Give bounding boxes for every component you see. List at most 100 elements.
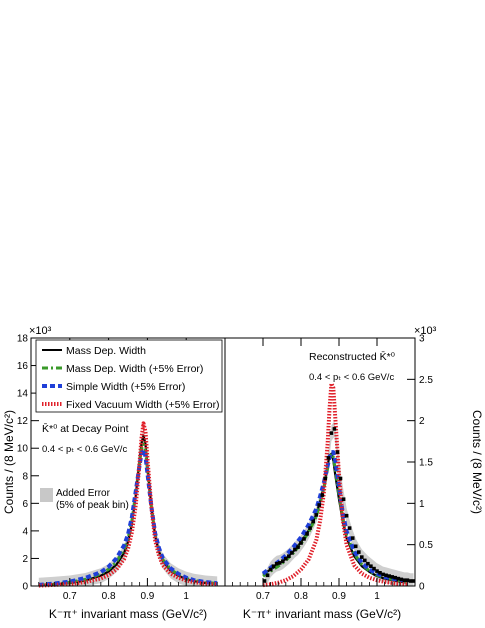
right-pt-range: 0.4 < pₜ < 0.6 GeV/c [309,372,394,383]
data-point [375,569,379,573]
right-x-tick-label: 0.7 [256,591,270,602]
data-point [323,476,328,481]
data-point [299,541,303,545]
data-point [384,573,388,578]
left-curve-fixed-vacuum [38,421,218,588]
data-point [353,544,358,549]
data-point [287,554,291,558]
left-x-tick-label: 0.7 [63,591,77,602]
data-point [338,476,343,481]
left-y-tick-label: 10 [17,444,29,455]
data-point [296,545,300,549]
right-curves [261,381,408,588]
data-point [399,577,404,582]
right-x-tick-label: 0.9 [332,591,346,602]
data-point [363,558,367,563]
error-box-label-2: (5% of peak bin) [56,500,129,511]
data-point [271,564,276,568]
data-point [357,550,361,554]
data-point [281,559,285,563]
data-point [350,536,355,540]
left-y-tick-label: 4 [22,526,28,537]
data-point [360,555,364,559]
data-point [317,503,321,507]
left-curve-simple-width [38,447,218,587]
left-x-tick-label: 1 [183,591,189,602]
right-y-tick-label: 2.5 [419,375,433,386]
data-point [268,567,273,572]
data-point [277,561,282,565]
data-point [366,561,370,566]
data-point [387,574,391,578]
left-curve-mass-dep-err [38,442,218,587]
data-point [284,556,288,561]
left-y-tick-label: 12 [17,416,29,427]
left-pt-range: 0.4 < pₜ < 0.6 GeV/c [42,444,127,455]
left-y-tick-label: 18 [17,334,29,345]
right-data-points [262,427,416,583]
data-point [378,571,382,575]
left-y-multiplier: ×10³ [29,325,52,337]
left-y-tick-label: 6 [22,499,28,510]
data-point [332,427,337,431]
left-y-tick-label: 8 [22,471,28,482]
data-point [262,579,267,583]
error-box-label-1: Added Error [56,488,111,499]
right-x-axis-label: K⁻π⁺ invariant mass (GeV/c²) [243,607,401,621]
data-point [381,572,385,577]
right-curve-simple-width [261,450,408,583]
right-particle-label: Reconstructed K̄*⁰ [309,350,396,363]
data-point [335,450,340,454]
left-x-axis-label: K⁻π⁺ invariant mass (GeV/c²) [49,607,207,621]
data-point [290,551,294,555]
right-y-axis-label: Counts / (8 MeV/c²) [470,410,484,514]
legend-label-mass-dep-err: Mass Dep. Width (+5% Error) [66,363,203,375]
right-y-tick-label: 2 [419,416,425,427]
right-panel: 0.7 0.8 0.9 1 0 0.5 1 1.5 2 2.5 3 ×10³ Reconstruct… [224,325,484,621]
data-point [305,532,309,536]
data-point [369,564,373,568]
legend-label-simple-width: Simple Width (+5% Error) [66,381,185,393]
right-y-tick-label: 0.5 [419,540,433,551]
left-particle-label: K̄*⁰ at Decay Point [42,422,129,435]
right-y-tick-label: 1.5 [419,458,433,469]
data-point [411,579,416,583]
right-y-tick-label: 1 [419,499,425,510]
data-point [314,513,318,517]
data-point [302,537,306,541]
data-point [329,431,334,435]
data-point [347,526,352,530]
data-point [293,547,297,552]
left-x-tick-label: 0.9 [140,591,154,602]
data-point [372,566,376,571]
legend: Mass Dep. Width Mass Dep. Width (+5% Err… [35,339,223,413]
data-point [396,576,401,581]
data-point [341,497,346,501]
data-point [344,513,349,518]
data-point [390,575,394,579]
data-point [405,578,410,582]
left-y-tick-label: 16 [17,361,29,372]
data-point [393,575,397,580]
error-box-swatch [40,488,53,502]
right-y-tick-label: 3 [419,334,425,345]
right-axes: 0.7 0.8 0.9 1 0 0.5 1 1.5 2 2.5 3 [232,334,433,602]
data-point [265,573,270,578]
right-y-multiplier: ×10³ [414,325,437,337]
data-point [274,561,279,566]
data-point [408,579,413,583]
data-point [311,519,315,524]
right-y-tick-label: 0 [419,582,425,593]
left-curves [38,421,218,588]
data-point [402,578,407,582]
data-point [326,456,331,460]
left-y-axis-label: Counts / (8 MeV/c²) [2,410,16,514]
legend-label-fixed-vacuum: Fixed Vacuum Width (+5% Error) [66,399,220,411]
left-y-tick-label: 14 [17,389,29,400]
legend-label-mass-dep: Mass Dep. Width [66,345,146,357]
data-point [320,493,325,497]
left-x-tick-label: 0.8 [102,591,116,602]
left-y-tick-label: 2 [22,554,28,565]
